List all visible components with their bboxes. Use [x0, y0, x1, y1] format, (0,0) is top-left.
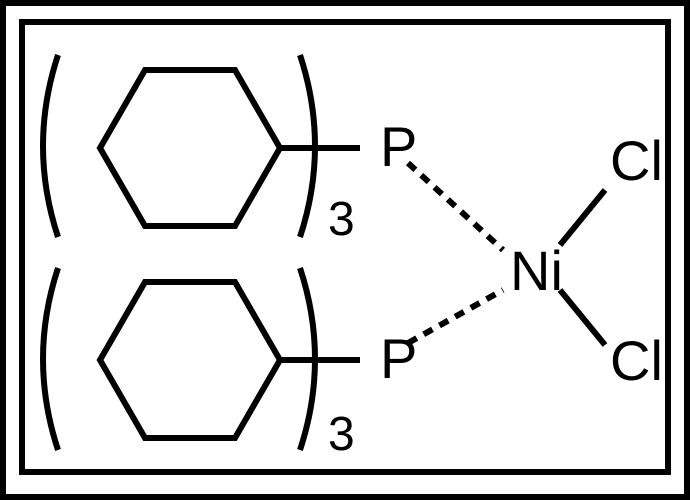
- label-P-bottom: P: [380, 327, 417, 390]
- paren-bottom-left: [43, 268, 58, 450]
- chemical-structure-diagram: 3 3 P P Ni Cl Cl: [0, 0, 690, 500]
- cyclohexyl-ring-top: [100, 70, 280, 226]
- inner-frame: [22, 22, 668, 472]
- subscript-3-bottom: 3: [328, 408, 355, 461]
- cyclohexyl-ring-bottom: [100, 282, 280, 438]
- label-Cl-bottom: Cl: [610, 329, 663, 392]
- bond-Ni-to-Cl-bottom: [560, 290, 605, 345]
- label-Cl-top: Cl: [610, 129, 663, 192]
- subscript-3-top: 3: [328, 193, 355, 246]
- paren-top-left: [43, 55, 58, 237]
- bond-Ni-to-Cl-top: [560, 190, 605, 245]
- label-Ni: Ni: [510, 239, 563, 302]
- bond-P-bottom-to-Ni: [408, 290, 503, 343]
- label-P-top: P: [380, 115, 417, 178]
- bond-P-top-to-Ni: [408, 163, 503, 250]
